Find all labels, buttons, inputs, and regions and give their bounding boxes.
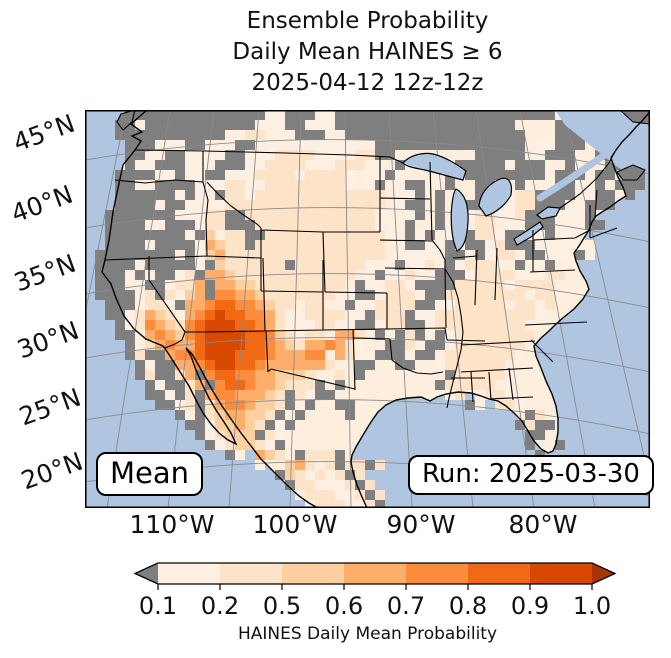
state-country-borders bbox=[101, 110, 650, 508]
axes-spine bbox=[85, 110, 650, 508]
colorbar-tick-label: 0.8 bbox=[448, 592, 488, 620]
colorbar-tick-label: 0.1 bbox=[138, 592, 178, 620]
title-line-2: Daily Mean HAINES ≥ 6 bbox=[232, 39, 503, 65]
lon-tick-label: 90°W bbox=[386, 510, 456, 539]
lat-tick-label: 25°N bbox=[15, 382, 85, 432]
colorbar-tick-marks bbox=[157, 584, 593, 590]
title-line-1: Ensemble Probability bbox=[246, 8, 489, 34]
lon-tick-label: 80°W bbox=[508, 510, 578, 539]
map-svg bbox=[85, 110, 650, 508]
title-line-3: 2025-04-12 12z-12z bbox=[251, 70, 484, 96]
colorbar bbox=[133, 562, 617, 590]
nova-scotia-island bbox=[616, 164, 646, 181]
colorbar-over-arrow bbox=[592, 563, 615, 584]
stat-annotation-box: Mean bbox=[96, 452, 204, 496]
lat-tick-label: 20°N bbox=[17, 446, 87, 496]
run-label: Run: 2025-03-30 bbox=[422, 459, 640, 489]
colorbar-segments bbox=[158, 563, 592, 584]
colorbar-axis-label: HAINES Daily Mean Probability bbox=[237, 624, 498, 644]
colorbar-tick-label: 0.7 bbox=[386, 592, 426, 620]
lat-tick-label: 45°N bbox=[9, 108, 79, 158]
lon-tick-label: 100°W bbox=[252, 510, 338, 539]
gulf-of-st-lawrence bbox=[116, 110, 650, 202]
lon-tick-label: 110°W bbox=[129, 510, 215, 539]
run-annotation-box: Run: 2025-03-30 bbox=[408, 455, 654, 495]
colorbar-tick-label: 0.9 bbox=[510, 592, 550, 620]
lat-tick-label: 40°N bbox=[7, 179, 77, 229]
lat-tick-label: 30°N bbox=[13, 315, 83, 365]
colorbar-under-arrow bbox=[135, 563, 158, 584]
stat-label: Mean bbox=[110, 456, 190, 490]
colorbar-tick-label: 0.6 bbox=[324, 592, 364, 620]
colorbar-tick-label: 1.0 bbox=[572, 592, 612, 620]
coastline bbox=[101, 110, 650, 508]
colorbar-tick-label: 0.2 bbox=[200, 592, 240, 620]
lat-tick-label: 35°N bbox=[10, 248, 80, 298]
great-lakes bbox=[402, 152, 561, 252]
map-axes bbox=[85, 110, 650, 508]
figure-title: Ensemble Probability Daily Mean HAINES ≥… bbox=[85, 6, 650, 99]
colorbar-tick-label: 0.5 bbox=[262, 592, 302, 620]
